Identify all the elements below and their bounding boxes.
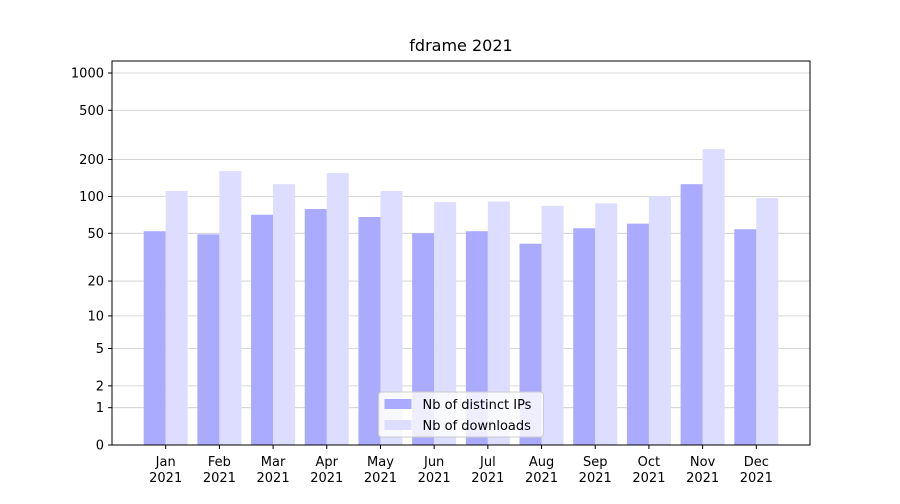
legend-swatch <box>384 420 412 430</box>
y-tick-label: 5 <box>96 342 104 357</box>
bar <box>380 190 403 445</box>
bar <box>273 184 296 445</box>
x-tick-label: Jun 2021 <box>418 455 451 486</box>
x-tick-label: Jul 2021 <box>471 455 504 486</box>
x-tick-label: Sep 2021 <box>579 455 612 486</box>
bar <box>326 173 349 445</box>
bar <box>434 202 457 445</box>
y-tick-label: 10 <box>87 309 104 324</box>
y-tick-label: 200 <box>79 153 104 168</box>
bar <box>756 198 779 445</box>
bar <box>541 205 564 445</box>
bar <box>626 223 649 445</box>
bar <box>197 234 220 445</box>
bar <box>304 209 327 445</box>
x-tick-label: Dec 2021 <box>740 455 773 486</box>
bar <box>648 195 671 445</box>
bar <box>251 214 274 445</box>
bar <box>680 184 703 445</box>
x-tick-label: Aug 2021 <box>525 455 558 486</box>
x-tick-label: Apr 2021 <box>310 455 343 486</box>
x-tick-label: May 2021 <box>364 455 397 486</box>
y-tick-label: 1 <box>96 401 104 416</box>
legend-swatch <box>384 399 412 409</box>
y-tick-label: 20 <box>87 275 104 290</box>
y-tick-label: 2 <box>96 379 104 394</box>
legend-box <box>378 391 544 438</box>
x-tick-label: Feb 2021 <box>203 455 236 486</box>
bar <box>702 149 725 446</box>
y-tick-label: 0 <box>96 439 104 454</box>
bar <box>143 231 166 445</box>
x-tick-label: Oct 2021 <box>632 455 665 486</box>
x-tick-label: Nov 2021 <box>686 455 719 486</box>
legend-label: Nb of downloads <box>423 419 532 434</box>
bar <box>358 217 381 445</box>
y-tick-label: 100 <box>79 190 104 205</box>
bar <box>487 201 510 445</box>
y-tick-label: 500 <box>79 104 104 119</box>
legend-label: Nb of distinct IPs <box>423 398 532 413</box>
x-tick-label: Jan 2021 <box>149 455 182 486</box>
chart-title: fdrame 2021 <box>409 36 512 55</box>
bar <box>595 203 618 445</box>
bar <box>573 228 596 445</box>
bar <box>219 171 242 446</box>
bar <box>165 190 188 445</box>
y-tick-label: 1000 <box>71 67 104 82</box>
plot-frame <box>111 60 811 446</box>
x-tick-label: Mar 2021 <box>257 455 290 486</box>
y-tick-label: 50 <box>87 227 104 242</box>
bar <box>734 229 757 445</box>
